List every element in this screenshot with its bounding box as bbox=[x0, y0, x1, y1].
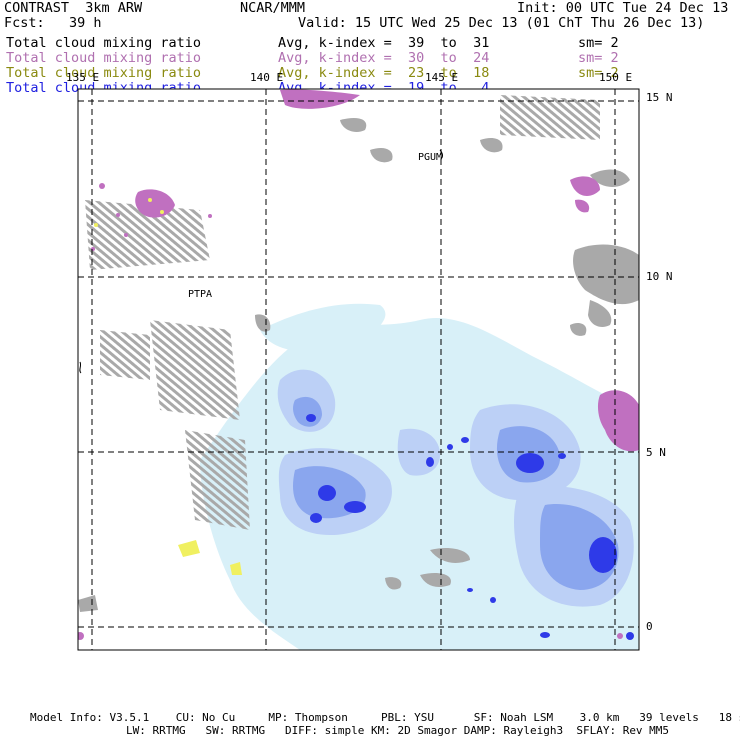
lon-label-150: 150 E bbox=[599, 71, 633, 84]
legend-row-2-range: Avg, k-index = 30 to 24 bbox=[278, 50, 490, 66]
legend-row-1-smooth: sm= 2 bbox=[578, 35, 619, 51]
forecast-hour: Fcst: 39 h bbox=[4, 15, 102, 31]
station-label-palau: PTPA bbox=[188, 289, 213, 300]
yellow-cloud-patches bbox=[94, 198, 242, 575]
deep-cloud-core bbox=[306, 414, 634, 640]
lon-label-145: 145 E bbox=[425, 71, 459, 84]
lon-label-140: 140 E bbox=[250, 71, 284, 84]
plot-title-center: NCAR/MMM bbox=[240, 0, 306, 16]
lat-label-15n: 15 N bbox=[646, 91, 673, 104]
init-time: Init: 00 UTC Tue 24 Dec 13 bbox=[517, 0, 729, 16]
lon-label-135: 135 E bbox=[66, 71, 100, 84]
map-frame bbox=[77, 88, 640, 651]
legend-row-1-field: Total cloud mixing ratio bbox=[6, 35, 202, 51]
legend-row-2-field: Total cloud mixing ratio bbox=[6, 50, 202, 66]
legend-row-3-smooth: sm= 2 bbox=[578, 65, 619, 81]
lat-label-5n: 5 N bbox=[646, 446, 666, 459]
plot-title-left: CONTRAST 3km ARW bbox=[4, 0, 143, 16]
legend-row-3-range: Avg, k-index = 23 to 18 bbox=[278, 65, 490, 81]
model-info-line-2: LW: RRTMG SW: RRTMG DIFF: simple KM: 2D … bbox=[126, 724, 670, 737]
high-cloud-solid bbox=[78, 118, 639, 612]
valid-time: Valid: 15 UTC Wed 25 Dec 13 (01 ChT Thu … bbox=[298, 15, 705, 31]
lat-label-equator: 0 bbox=[646, 620, 653, 633]
high-cloud-streaks bbox=[85, 95, 600, 530]
upper-cloud-purple bbox=[78, 89, 639, 640]
legend-row-3-field: Total cloud mixing ratio bbox=[6, 65, 202, 81]
lat-label-10n: 10 N bbox=[646, 270, 673, 283]
island-outlines bbox=[79, 149, 444, 374]
station-label-guam: PGUM bbox=[418, 152, 443, 163]
legend-row-2-smooth: sm= 2 bbox=[578, 50, 619, 66]
legend-row-1-range: Avg, k-index = 39 to 31 bbox=[278, 35, 490, 51]
model-info-line-1: Model Info: V3.5.1 CU: No Cu MP: Thompso… bbox=[30, 711, 740, 724]
graticule bbox=[78, 89, 639, 650]
